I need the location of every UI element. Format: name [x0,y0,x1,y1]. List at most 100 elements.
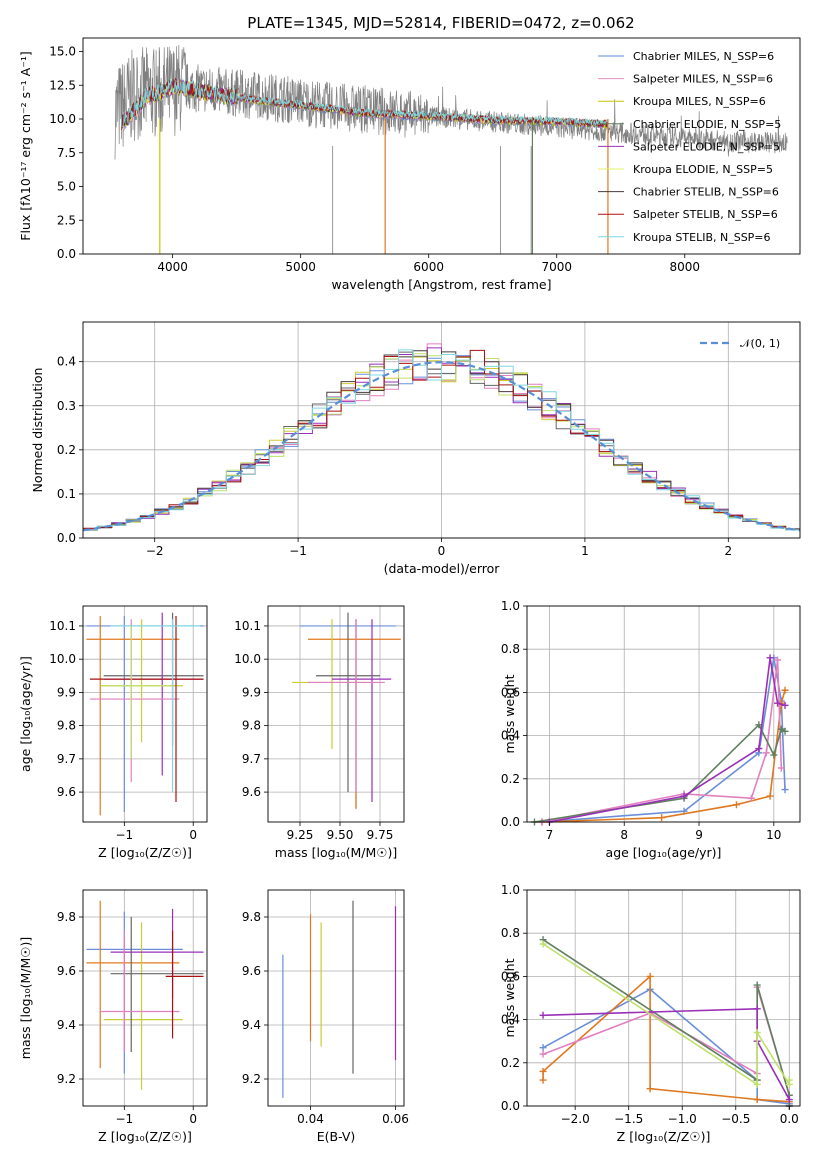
mass-weight-point [539,1011,547,1019]
legend-entry: Kroupa STELIB, N_SSP=6 [633,231,771,244]
mass-weight-point [785,1096,793,1104]
x-axis-label: Z [log₁₀(Z/Z☉)] [98,1129,192,1144]
y-tick-label: 9.8 [242,719,261,733]
y-tick-label: 9.7 [242,752,261,766]
mass-weight-series-line [543,1007,791,1100]
mass-weight-point [747,794,755,802]
y-tick-label: 0.0 [57,247,76,261]
y-tick-label: 9.6 [242,785,261,799]
x-tick-label: 8000 [669,260,700,274]
mass-weight-point [781,686,789,694]
mass-weight-point [774,656,782,664]
y-tick-label: 1.0 [501,599,520,613]
mass-weight-series-line [541,659,783,823]
y-tick-label: 0.2 [501,1056,520,1070]
mass-weight-point [770,751,778,759]
x-tick-label: −2 [146,544,164,558]
x-tick-label: −1 [289,544,307,558]
y-tick-label: 0.6 [501,685,520,699]
x-axis-label: (data-model)/error [384,561,501,576]
mass-weight-point [753,1005,761,1013]
legend-entry: Chabrier ELODIE, N_SSP=5 [633,118,781,131]
x-axis-label: E(B-V) [317,1129,356,1144]
x-tick-label: 0 [189,1112,197,1126]
axes-frame [267,605,405,823]
legend-entry: Salpeter ELODIE, N_SSP=5 [633,140,780,153]
x-tick-label: −1.0 [668,1112,697,1126]
x-tick-label: −1 [115,1112,133,1126]
x-tick-label: 0.04 [297,1112,324,1126]
x-tick-label: 9.75 [367,828,394,842]
age-vs-metallicity-panel: −1 0 9.6 9.7 9.8 9.9 10.0 10.1 Z [log₁₀(Z/Z☉)] ag… [18,605,208,860]
y-tick-label: 9.2 [57,1072,76,1086]
mass-weight-point [755,745,763,753]
y-tick-label: 0.4 [501,1013,520,1027]
mass-weight-point [762,749,770,757]
legend-entry: Salpeter STELIB, N_SSP=6 [633,208,778,221]
y-tick-label: 9.8 [57,910,76,924]
legend-entry: Kroupa MILES, N_SSP=6 [633,95,766,108]
y-tick-label: 0.2 [57,443,76,457]
x-tick-label: 9.50 [327,828,354,842]
y-tick-label: 12.5 [49,78,76,92]
y-axis-label: age [log₁₀(age/yr)] [18,656,33,772]
x-tick-label: −1.5 [614,1112,643,1126]
age-vs-mass-panel: 9.25 9.50 9.75 9.6 9.7 9.8 9.9 10.0 10.1 mass [lo… [234,605,405,860]
y-tick-label: 0.0 [57,531,76,545]
legend-entry: Chabrier MILES, N_SSP=6 [633,50,774,63]
x-tick-label: 7 [546,828,554,842]
normal-curve-line [82,360,801,532]
x-axis-label: Z [log₁₀(Z/Z☉)] [98,845,192,860]
y-tick-label: 0.8 [501,642,520,656]
figure-title: PLATE=1345, MJD=52814, FIBERID=0472, z=0… [247,14,634,32]
mass-weight-point [781,786,789,794]
x-tick-label: 4000 [157,260,188,274]
y-tick-label: 10.0 [234,652,261,666]
y-tick-label: 9.2 [242,1072,261,1086]
y-tick-label: 5.0 [57,180,76,194]
x-tick-label: −0.5 [721,1112,750,1126]
mass-weight-point [753,1029,761,1037]
x-axis-label: wavelength [Angstrom, rest frame] [331,277,551,292]
y-axis-label: mass weight [502,674,517,753]
mass-weight-point [658,814,666,822]
mass-weight-point [646,1085,654,1093]
x-tick-label: 6000 [413,260,444,274]
y-tick-label: 0.1 [57,487,76,501]
mass-weight-point [781,701,789,709]
x-tick-label: 7000 [541,260,572,274]
mass-weight-point [753,981,761,989]
y-tick-label: 0.0 [501,1099,520,1113]
x-tick-label: 9.25 [287,828,314,842]
x-tick-label: 0 [189,828,197,842]
axes-frame [267,889,405,1107]
y-tick-label: 9.4 [57,1018,76,1032]
x-tick-label: −2.0 [561,1112,590,1126]
x-tick-label: 0.06 [382,1112,409,1126]
y-tick-label: 2.5 [57,213,76,227]
y-tick-label: 9.6 [57,964,76,978]
mass-weight-point [753,1096,761,1104]
y-tick-label: 0.4 [501,729,520,743]
mass-weight-point [539,1076,547,1084]
y-tick-label: 9.9 [57,685,76,699]
axes-frame [526,605,801,823]
mass-weight-series-line [541,657,786,823]
x-axis-label: Z [log₁₀(Z/Z☉)] [617,1129,711,1144]
y-tick-label: 10.1 [234,619,261,633]
y-axis-label: Flux [fλ10⁻¹⁷ erg cm⁻² s⁻¹ A⁻¹] [18,51,33,240]
residual-histogram-panel: −2 −1 0 1 2 0.0 0.1 0.2 0.3 0.4 (data-model)/error… [30,321,801,576]
y-tick-label: 0.3 [57,399,76,413]
x-tick-label: 10 [766,828,781,842]
legend-entry: Kroupa ELODIE, N_SSP=5 [633,163,773,176]
spectrum-plot-area [114,44,788,254]
spectrum-panel: 4000 5000 6000 7000 8000 0.0 2.5 5.0 7.5 10.0 12.5… [18,37,801,292]
mass-weight-point [774,699,782,707]
axes-frame [82,889,208,1107]
y-tick-label: 1.0 [501,883,520,897]
y-tick-label: 10.1 [49,619,76,633]
mass-weight-vs-age-panel: 7 8 9 10 0.0 0.2 0.4 0.6 0.8 1.0 age [log₁₀(age/yr… [501,599,801,860]
legend-entry: 𝒩(0, 1) [740,337,780,350]
y-axis-label: Normed distribution [30,368,45,493]
